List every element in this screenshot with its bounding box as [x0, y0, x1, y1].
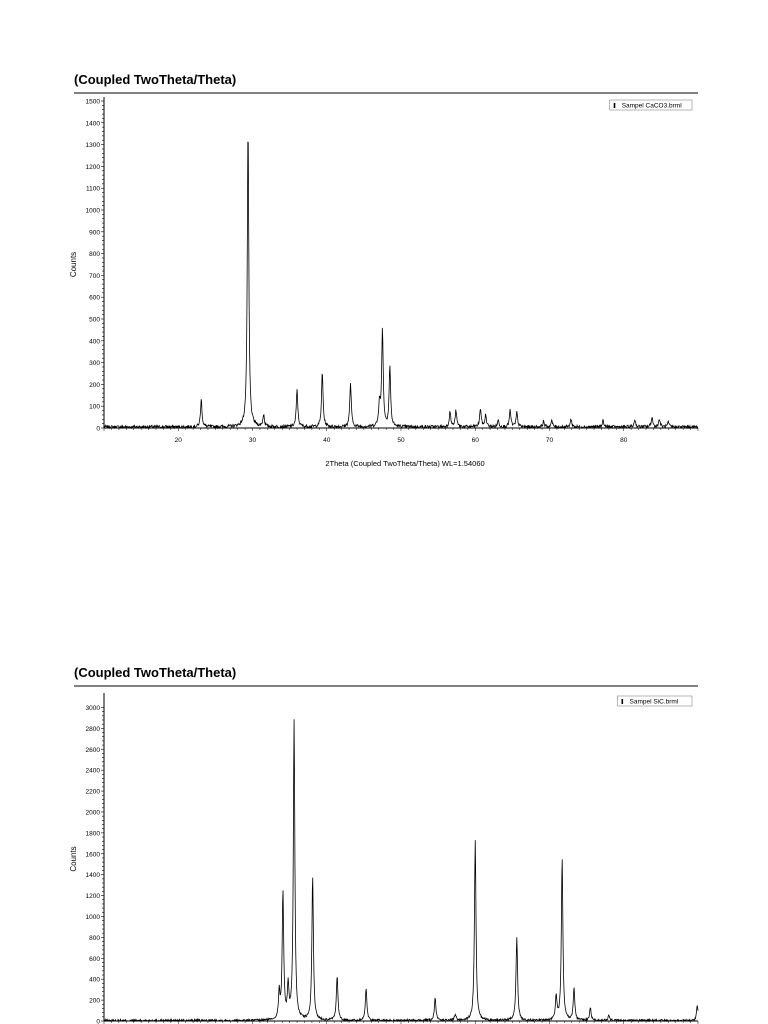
y-axis-label: Counts [69, 846, 78, 871]
y-tick-label: 200 [89, 998, 100, 1005]
chart-panel-cacco3: (Coupled TwoTheta/Theta) 0 100 200 300 400 50… [69, 72, 699, 468]
y-tick-label: 800 [89, 251, 100, 258]
legend-label: Sampel CaCO3.brml [622, 103, 683, 110]
y-tick-label: 0 [96, 1019, 100, 1024]
legend-swatch [613, 103, 616, 108]
y-tick-label: 200 [89, 382, 100, 389]
y-tick-label: 500 [89, 317, 100, 324]
x-tick-label: 80 [620, 437, 628, 444]
y-tick-label: 2000 [86, 809, 101, 816]
y-tick-label: 2600 [86, 747, 101, 754]
y-axis-label: Counts [69, 252, 78, 277]
y-tick-label: 1500 [86, 99, 101, 106]
x-tick-label: 50 [397, 437, 405, 444]
legend-box [617, 695, 693, 707]
y-tick-label: 2400 [86, 768, 101, 775]
y-tick-label: 100 [89, 404, 100, 411]
x-tick-label: 60 [472, 437, 480, 444]
y-tick-label: 1000 [86, 914, 101, 921]
y-tick-label: 0 [96, 426, 100, 433]
y-tick-label: 2200 [86, 789, 101, 796]
y-tick-label: 700 [89, 273, 100, 280]
y-tick-label: 1400 [86, 120, 101, 127]
y-tick-label: 1600 [86, 851, 101, 858]
y-tick-label: 1300 [86, 142, 101, 149]
y-tick-label: 3000 [86, 705, 101, 712]
y-tick-label: 400 [89, 977, 100, 984]
y-tick-label: 400 [89, 338, 100, 345]
y-tick-label: 1200 [86, 164, 101, 171]
y-tick-label: 1200 [86, 893, 101, 900]
x-tick-label: 30 [249, 437, 257, 444]
legend-label: Sampel SiC.brml [630, 699, 679, 706]
y-tick-label: 300 [89, 360, 100, 367]
x-tick-label: 40 [323, 437, 331, 444]
y-tick-label: 2800 [86, 726, 101, 733]
x-tick-label: 70 [546, 437, 554, 444]
xrd-chart-caco3: 0 100 200 300 400 500 600 700 800 900 1000 1100 1200… [69, 92, 699, 468]
y-tick-label: 600 [89, 956, 100, 963]
y-tick-label: 1400 [86, 872, 101, 879]
diffraction-pattern-line [103, 141, 699, 430]
x-axis-label: 2Theta (Coupled TwoTheta/Theta) WL=1.540… [325, 459, 484, 468]
y-tick-label: 1800 [86, 830, 101, 837]
y-tick-label: 1000 [86, 208, 101, 215]
chart-title: (Coupled TwoTheta/Theta) [74, 665, 237, 680]
y-tick-label: 600 [89, 295, 100, 302]
diffraction-pattern-line [103, 719, 699, 1023]
legend-box [609, 99, 693, 111]
chart-title: (Coupled TwoTheta/Theta) [74, 72, 237, 87]
y-tick-label: 900 [89, 229, 100, 236]
y-tick-label: 1100 [86, 186, 100, 193]
x-tick-label: 20 [175, 437, 183, 444]
legend-swatch [621, 699, 624, 704]
y-tick-label: 800 [89, 935, 100, 942]
